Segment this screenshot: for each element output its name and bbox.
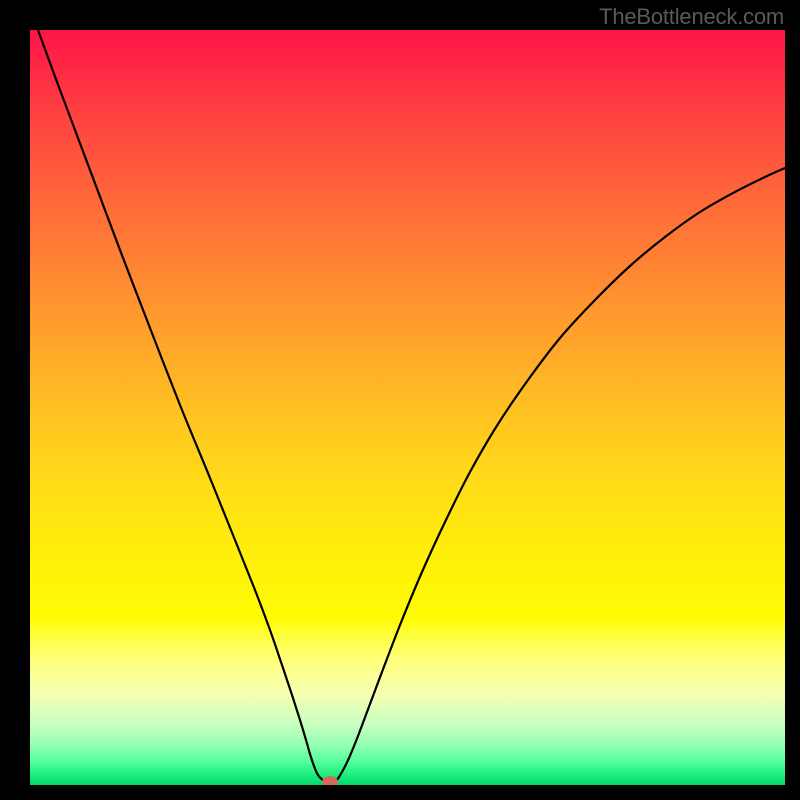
plot-area: [30, 30, 785, 785]
gradient-background: [30, 30, 785, 785]
watermark-text: TheBottleneck.com: [599, 4, 784, 30]
